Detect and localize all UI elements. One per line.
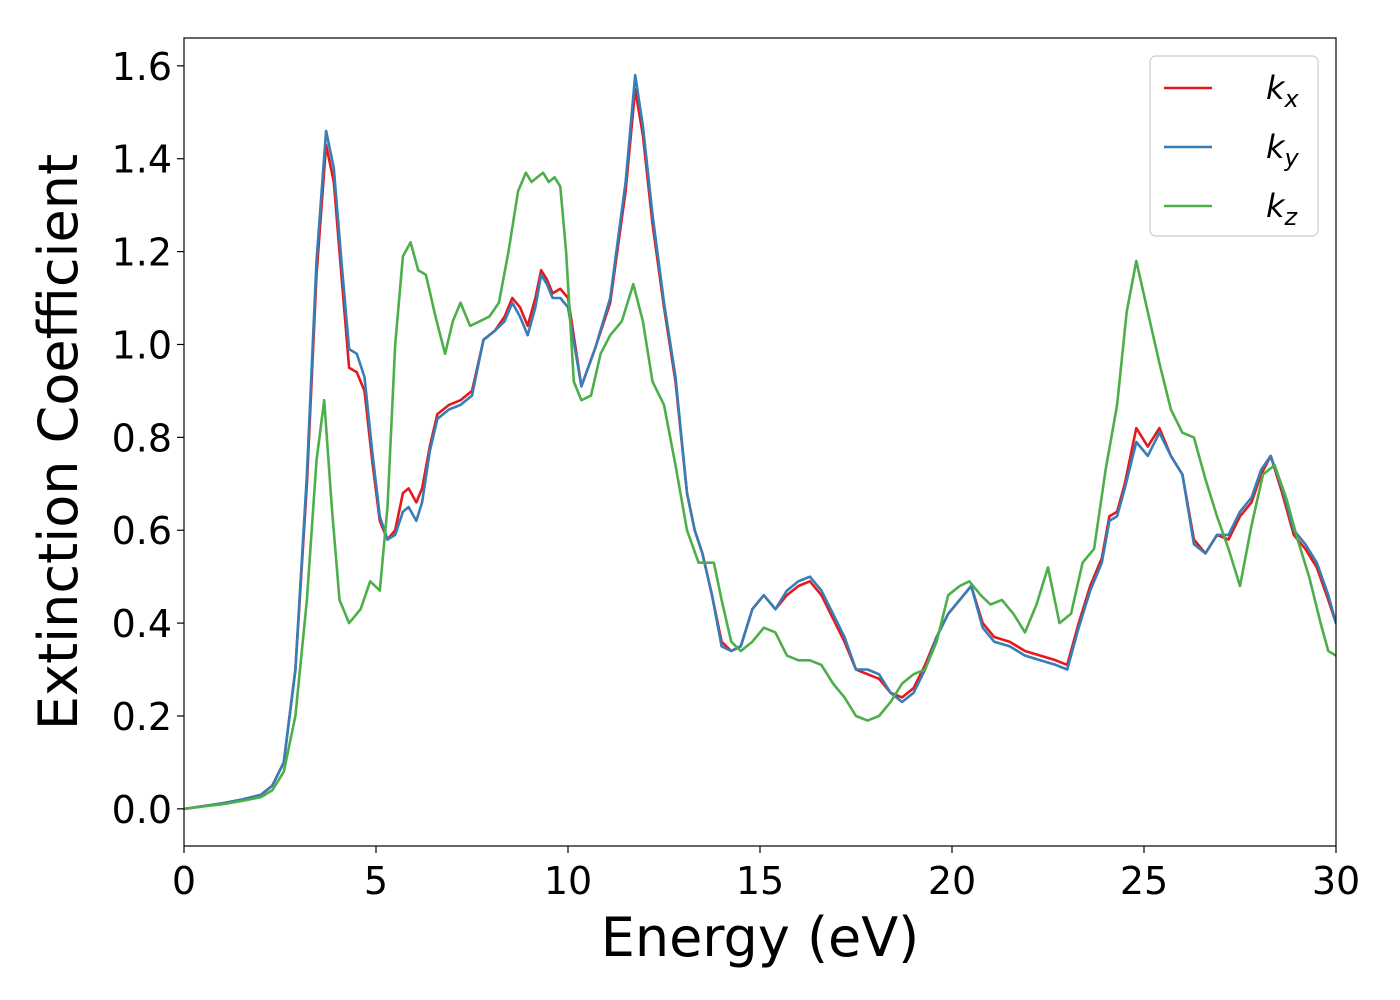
x-tick-label: 5 <box>364 859 388 903</box>
y-tick-label: 1.0 <box>112 323 172 367</box>
x-axis-title: Energy (eV) <box>601 906 920 969</box>
legend-label-kx: kx <box>1266 69 1300 113</box>
y-axis-title: Extinction Coefficient <box>27 154 90 730</box>
y-tick-label: 1.4 <box>112 138 172 182</box>
y-tick-label: 0.4 <box>112 602 172 646</box>
plot-series <box>184 73 1336 811</box>
x-tick-label: 30 <box>1312 859 1360 903</box>
legend: kx ky kz <box>1149 55 1319 237</box>
y-tick-label: 0.8 <box>112 416 172 460</box>
x-tick-label: 10 <box>544 859 592 903</box>
y-tick-label: 0.0 <box>112 788 172 832</box>
series-line-ky <box>184 73 1336 811</box>
x-tick-label: 15 <box>736 859 784 903</box>
x-tick-label: 25 <box>1120 859 1168 903</box>
y-tick-label: 1.6 <box>112 45 172 89</box>
x-axis: 0 5 10 15 20 25 30 <box>172 846 1360 903</box>
y-axis: 0.0 0.2 0.4 0.6 0.8 1.0 1.2 1.4 1.6 <box>112 45 184 832</box>
y-tick-label: 0.2 <box>112 695 172 739</box>
legend-box <box>1149 55 1319 237</box>
y-tick-label: 0.6 <box>112 509 172 553</box>
x-tick-label: 0 <box>172 859 196 903</box>
y-tick-label: 1.2 <box>112 231 172 275</box>
series-line-kz <box>184 171 1336 811</box>
legend-label-kz: kz <box>1266 187 1299 231</box>
legend-label-ky: ky <box>1266 128 1300 172</box>
x-tick-label: 20 <box>928 859 976 903</box>
